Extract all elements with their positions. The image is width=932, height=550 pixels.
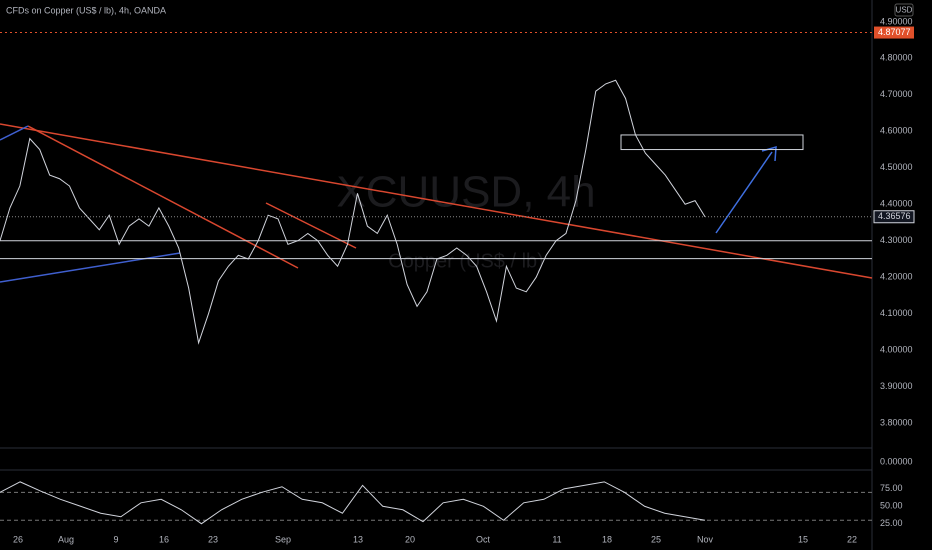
y-tick-label: 4.10000 xyxy=(880,308,913,318)
trend-line-blue xyxy=(0,252,181,283)
x-tick-label: 22 xyxy=(847,534,857,544)
watermark-sub: Copper (US$ / lb) xyxy=(388,250,544,272)
y-tick-label: 4.90000 xyxy=(880,16,913,26)
y-tick-label: 4.50000 xyxy=(880,162,913,172)
x-tick-label: 16 xyxy=(159,534,169,544)
x-tick-label: 23 xyxy=(208,534,218,544)
last-price-label: 4.36576 xyxy=(878,211,911,221)
currency[interactable]: USD xyxy=(896,6,913,15)
resistance-zone xyxy=(620,134,804,151)
alert-label: 4.87077 xyxy=(878,27,911,37)
x-tick-label: Sep xyxy=(275,534,291,544)
x-tick-label: Nov xyxy=(697,534,714,544)
y-tick-label: 4.60000 xyxy=(880,126,913,136)
y-tick-label: 4.20000 xyxy=(880,272,913,282)
x-tick-label: Aug xyxy=(58,534,74,544)
y-tick-label: 25.00 xyxy=(880,518,903,528)
y-tick-label: 50.00 xyxy=(880,501,903,511)
symbol-title: CFDs on Copper (US$ / lb), 4h, OANDA xyxy=(6,5,166,15)
y-tick-label: 4.30000 xyxy=(880,235,913,245)
currency-box[interactable] xyxy=(894,3,914,17)
last-price-bg xyxy=(873,210,915,224)
x-tick-label: 13 xyxy=(353,534,363,544)
y-tick-label: 3.80000 xyxy=(880,417,913,427)
x-tick-label: 20 xyxy=(405,534,415,544)
trend-line xyxy=(0,123,873,279)
x-tick-label: Oct xyxy=(476,534,491,544)
drawings xyxy=(0,123,873,283)
y-tick-label: 75.00 xyxy=(880,483,903,493)
y-tick-label: 4.80000 xyxy=(880,53,913,63)
x-tick-label: 9 xyxy=(113,534,118,544)
x-tick-label: 18 xyxy=(602,534,612,544)
y-tick-label: 4.70000 xyxy=(880,89,913,99)
y-tick-label: 4.00000 xyxy=(880,345,913,355)
x-tick-label: 11 xyxy=(552,534,561,544)
x-tick-label: 15 xyxy=(798,534,808,544)
price-line xyxy=(0,79,706,345)
y-tick-label: 3.90000 xyxy=(880,381,913,391)
trend-line-blue xyxy=(0,125,29,141)
alert-label-bg xyxy=(874,26,914,39)
arrow xyxy=(715,151,773,234)
x-tick-label: 26 xyxy=(13,534,23,544)
x-tick-label: 25 xyxy=(651,534,661,544)
trend-line xyxy=(27,125,299,269)
watermark: XCUUSD, 4h xyxy=(336,168,595,217)
y-tick-label: 4.40000 xyxy=(880,199,913,209)
volume-tick-label: 0.00000 xyxy=(880,456,913,466)
price-line xyxy=(0,481,706,525)
